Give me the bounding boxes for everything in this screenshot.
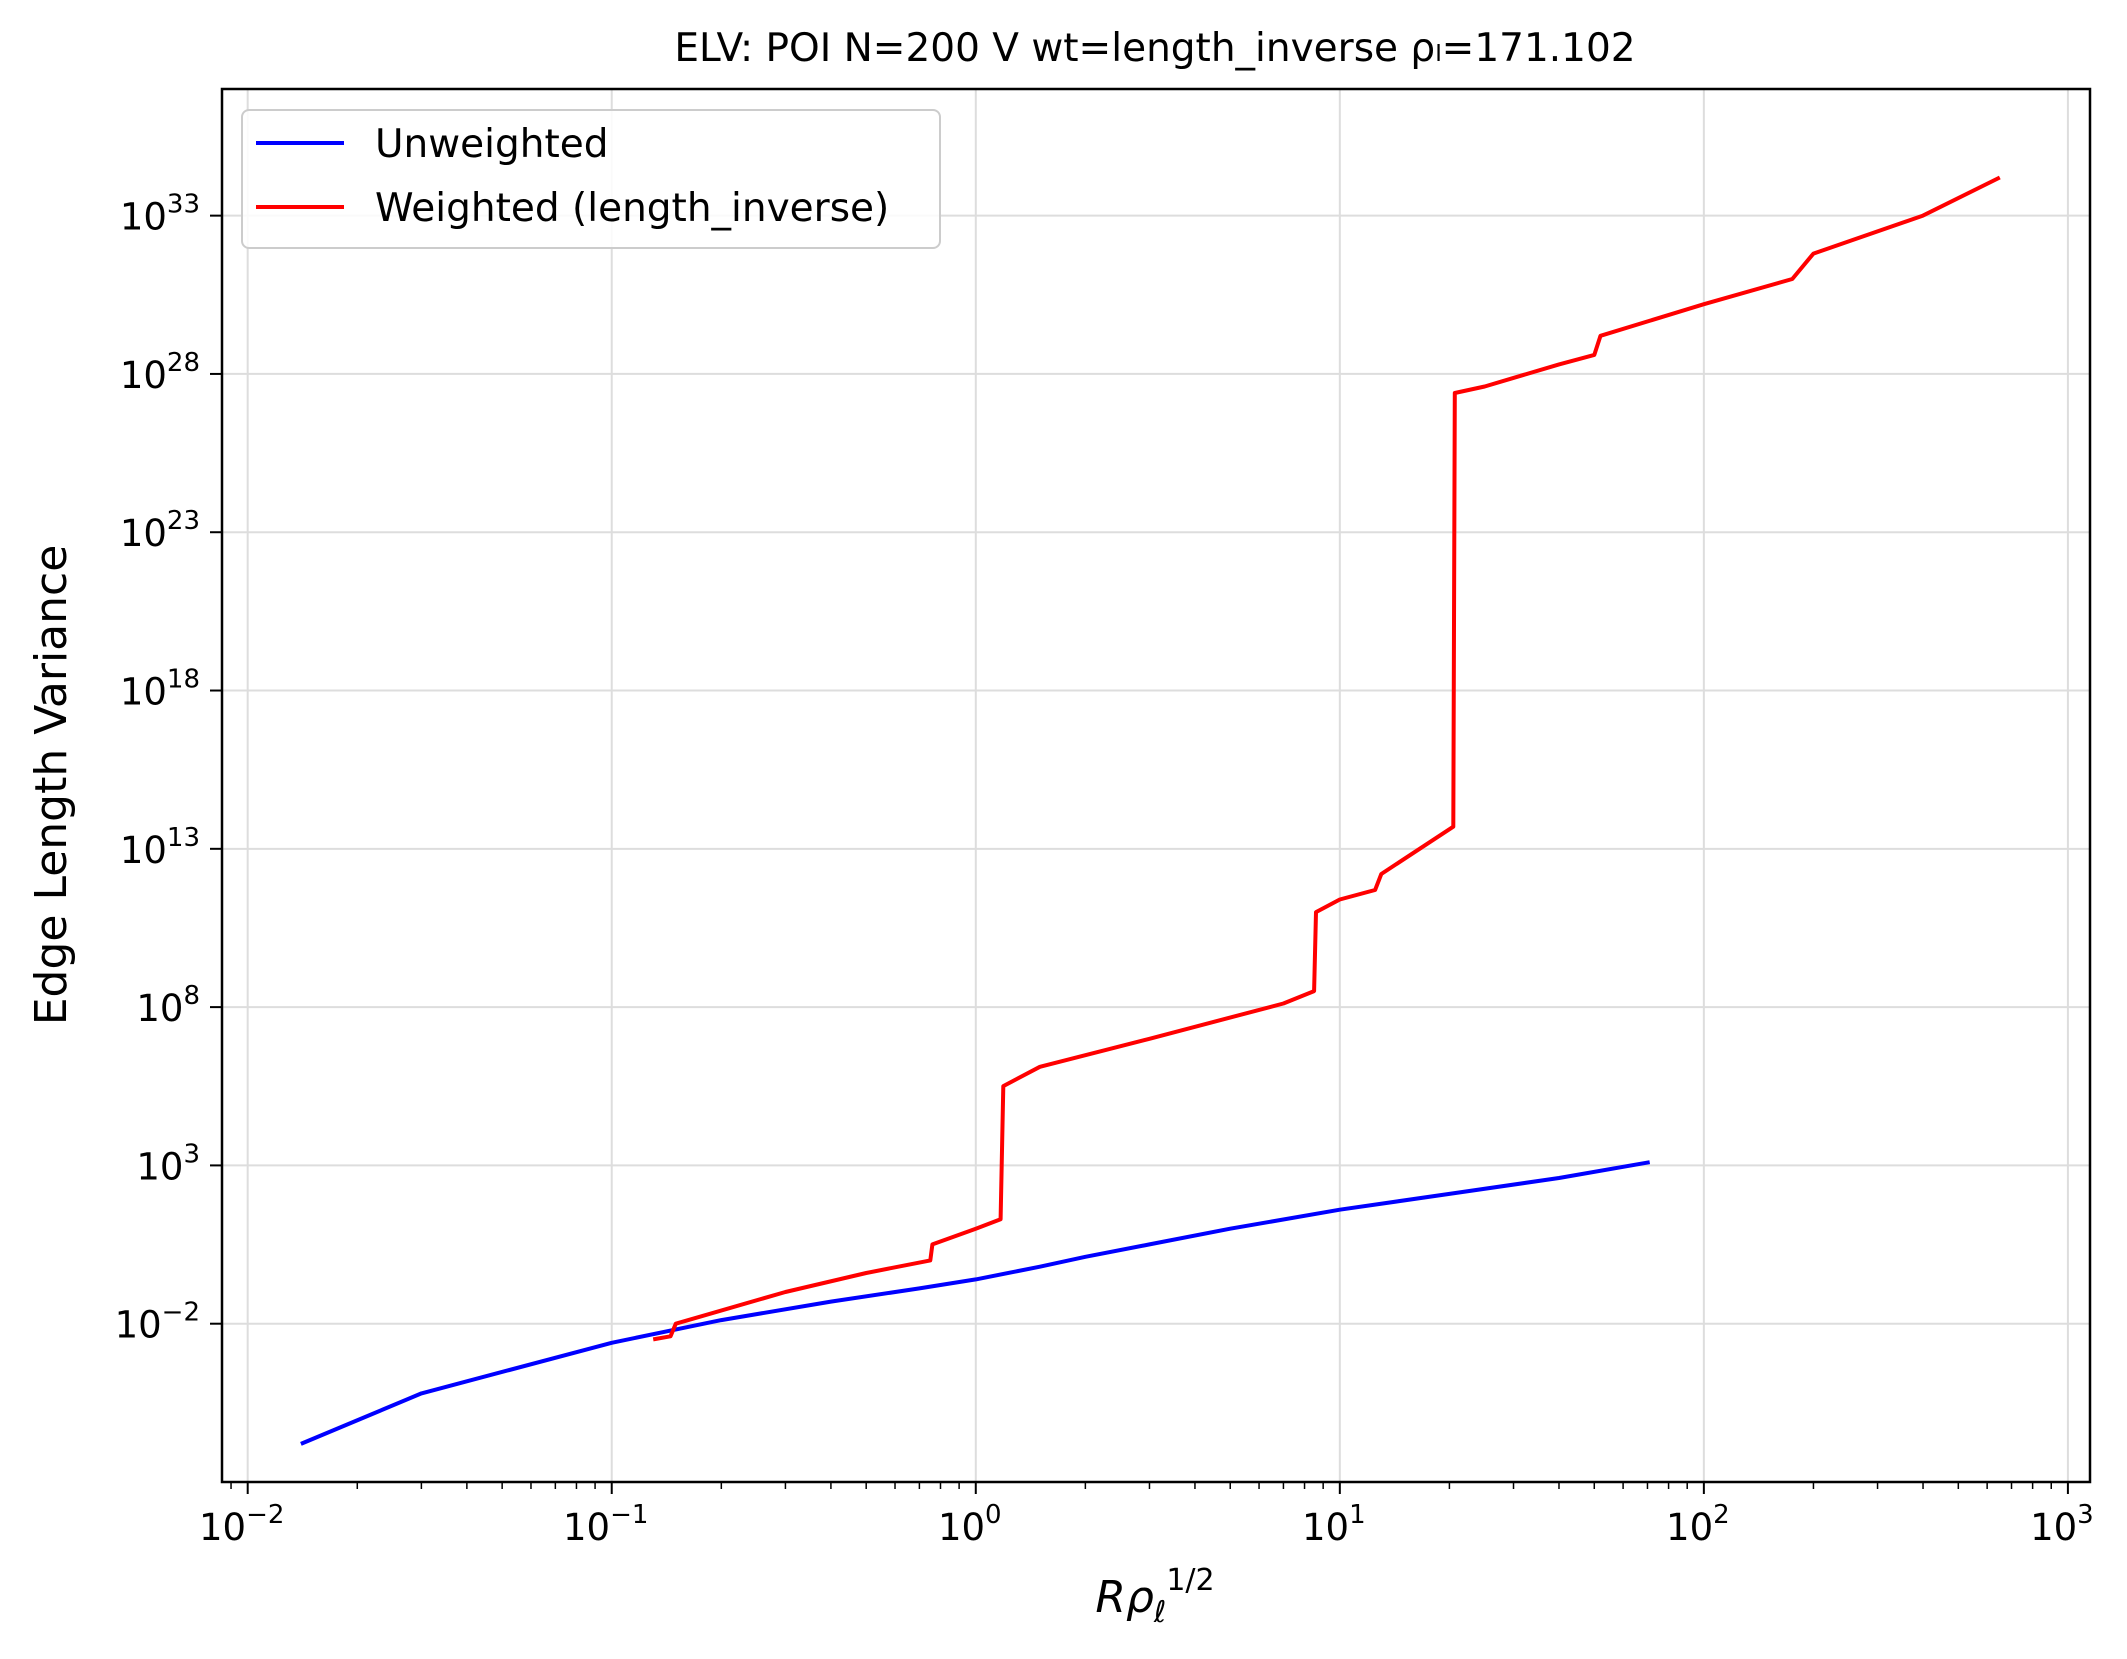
chart-title: ELV: POI N=200 V wt=length_inverse ρₗ=17… [674,26,1635,71]
y-tick-label: 1013 [120,823,200,872]
y-tick-label: 103 [136,1139,200,1188]
x-tick-label: 100 [938,1500,1002,1549]
x-tick-label: 102 [1666,1500,1730,1549]
y-tick-label: 108 [136,981,200,1030]
y-tick-label: 1018 [120,665,200,714]
legend-label-weighted: Weighted (length_inverse) [375,186,889,231]
series-lines [300,175,2001,1446]
x-tick-label: 103 [2030,1500,2094,1549]
legend-box [241,109,941,249]
series-line-unweighted [300,1160,1651,1446]
y-axis-title: Edge Length Variance [26,545,77,1026]
y-tick-label: 1028 [120,348,200,397]
x-tick-label: 101 [1302,1500,1366,1549]
y-tick-label: 10−2 [115,1298,200,1347]
x-axis-title: Rρℓ1/2 [1095,1563,1214,1630]
y-tick-label: 1033 [120,190,200,239]
grid [222,89,2090,1482]
plot-frame [220,87,2092,1484]
legend-label-unweighted: Unweighted [375,122,609,167]
x-tick-label: 10−1 [563,1500,648,1549]
y-axis: 10−2 103 108 1013 1018 1023 1028 1033 [115,190,222,1347]
x-axis: 10−2 10−1 100 101 102 103 [199,1482,2094,1549]
x-tick-label: 10−2 [199,1500,284,1549]
x-axis-title-main: Rρ [1095,1572,1154,1623]
series-line-weighted [652,175,2001,1342]
legend: Unweighted Weighted (length_inverse) [241,109,941,249]
y-tick-label: 1023 [120,506,200,555]
x-axis-title-sub: ℓ [1153,1595,1166,1630]
x-axis-title-sup: 1/2 [1166,1563,1214,1598]
